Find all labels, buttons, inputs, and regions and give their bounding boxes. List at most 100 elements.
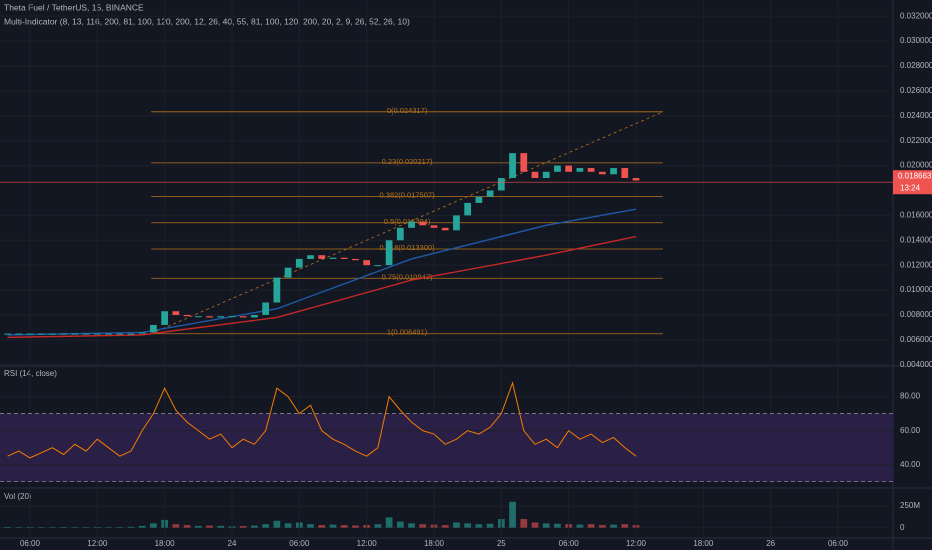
x-tick-label: 06:00 xyxy=(289,539,310,548)
volume-bar xyxy=(307,524,314,528)
y-tick-label: 0.012000 xyxy=(900,260,932,269)
rsi-line xyxy=(7,381,637,459)
fib-label: 0(0.024317) xyxy=(387,106,428,115)
candle-body xyxy=(49,333,56,335)
fib-label: 0.23(0.020217) xyxy=(382,157,433,166)
candle-body xyxy=(565,165,573,172)
volume-bar xyxy=(138,525,146,528)
volume-title: Vol (20) xyxy=(4,492,32,501)
y-tick-label: 0.024000 xyxy=(900,111,932,120)
x-tick-label: 12:00 xyxy=(357,539,378,548)
volume-bar xyxy=(37,527,45,528)
candle-body xyxy=(26,333,34,335)
volume-bar xyxy=(206,525,213,528)
candle-body xyxy=(37,333,45,335)
volume-bar xyxy=(453,522,460,528)
candle-body xyxy=(352,258,359,261)
volume-bar xyxy=(475,524,483,528)
volume-bar xyxy=(542,523,550,528)
fib-label: 0.382(0.017507) xyxy=(380,191,436,200)
candle-body xyxy=(284,267,292,278)
candle-body xyxy=(273,277,281,303)
x-tick-label: 25 xyxy=(497,539,506,548)
candle-body xyxy=(385,240,393,266)
volume-bar xyxy=(82,527,90,528)
candle-body xyxy=(430,225,438,228)
volume-bar xyxy=(4,526,11,528)
y-tick-label: 0 xyxy=(900,523,905,532)
candle-body xyxy=(576,168,584,172)
volume-bar xyxy=(419,524,427,528)
volume-bar xyxy=(396,521,404,528)
volume-bar xyxy=(150,523,157,528)
y-tick-label: 0.006000 xyxy=(900,335,932,344)
candle-body xyxy=(239,316,247,318)
x-tick-label: 06:00 xyxy=(559,539,580,548)
y-tick-label: 60.00 xyxy=(900,426,921,435)
candle-body xyxy=(531,171,539,179)
candle-body xyxy=(251,314,258,318)
x-tick-label: 12:00 xyxy=(87,539,108,548)
candle-body xyxy=(217,316,225,318)
candle-body xyxy=(632,178,640,181)
candle-body xyxy=(60,333,68,335)
last-price: 0.018663 xyxy=(898,171,932,180)
x-tick-label: 18:00 xyxy=(424,539,445,548)
candle-body xyxy=(396,227,404,241)
y-tick-label: 0.028000 xyxy=(900,61,932,70)
volume-bar xyxy=(217,525,225,528)
volume-bar xyxy=(329,524,337,528)
candle-body xyxy=(554,165,561,172)
volume-bar xyxy=(71,527,79,528)
volume-bar xyxy=(531,522,539,528)
y-tick-label: 0.014000 xyxy=(900,235,932,244)
volume-bar xyxy=(486,523,494,528)
volume-bar xyxy=(464,523,472,528)
volume-bar xyxy=(284,523,292,528)
candle-body xyxy=(105,333,112,335)
volume-bar xyxy=(239,526,247,528)
volume-bar xyxy=(340,525,348,528)
candle-body xyxy=(228,316,236,318)
trend-line xyxy=(151,111,664,334)
moving-average xyxy=(7,235,637,339)
candle-body xyxy=(172,311,180,315)
candle-body xyxy=(598,171,606,175)
candle-body xyxy=(116,333,124,335)
volume-bar xyxy=(621,524,629,528)
fib-label: 1(0.006491) xyxy=(387,328,428,337)
candle-body xyxy=(262,302,270,315)
last-price-box xyxy=(893,170,932,195)
y-tick-label: 0.030000 xyxy=(900,36,932,45)
candle-body xyxy=(183,314,191,317)
y-tick-label: 0.020000 xyxy=(900,161,932,170)
x-tick-label: 18:00 xyxy=(155,539,176,548)
volume-bar xyxy=(408,523,415,528)
candle-body xyxy=(509,153,516,179)
candle-body xyxy=(475,196,483,203)
volume-bar xyxy=(15,527,23,528)
candle-body xyxy=(295,258,303,268)
candle-body xyxy=(520,153,528,172)
volume-bar xyxy=(116,527,124,528)
candle-body xyxy=(621,168,629,179)
volume-bar xyxy=(509,501,516,528)
candle-body xyxy=(374,265,382,267)
y-tick-label: 0.010000 xyxy=(900,285,932,294)
candle-body xyxy=(206,316,213,318)
x-tick-label: 06:00 xyxy=(828,539,849,548)
x-tick-label: 24 xyxy=(228,539,237,548)
candle-body xyxy=(464,202,472,216)
candle-body xyxy=(93,333,101,335)
fib-label: 0.75(0.010947) xyxy=(382,272,433,281)
indicator-title: Multi-Indicator (8, 13, 116, 200, 81, 10… xyxy=(4,16,410,26)
volume-bar xyxy=(251,525,258,528)
candle-body xyxy=(127,333,135,335)
fib-label: 0.5(0.015404) xyxy=(384,217,431,226)
candle-body xyxy=(486,190,494,197)
candle-body xyxy=(497,178,505,191)
candle-body xyxy=(419,221,427,226)
volume-bar xyxy=(352,525,359,528)
volume-bar xyxy=(554,523,561,528)
